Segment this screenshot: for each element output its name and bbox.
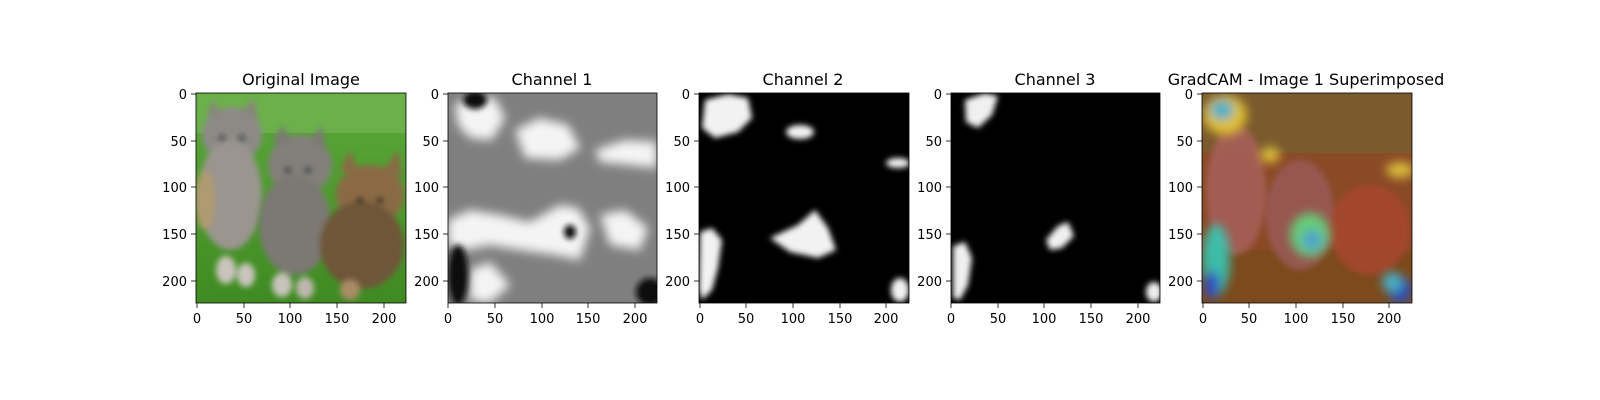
y-tick-label: 0 <box>1185 88 1193 103</box>
panel-title: Channel 3 <box>1015 70 1096 89</box>
x-tick-label: 100 <box>278 312 303 327</box>
x-tick-label: 50 <box>738 312 755 327</box>
y-tick-label: 0 <box>934 88 942 103</box>
panel-gradcam-superimposed: GradCAM - Image 1 Superimposed <box>1168 70 1444 327</box>
x-axis: 0 50 100 150 200 <box>947 303 1151 327</box>
y-tick-label: 200 <box>1168 275 1193 290</box>
y-tick-label: 150 <box>917 228 942 243</box>
x-tick-label: 100 <box>1284 312 1309 327</box>
y-tick-label: 0 <box>682 88 690 103</box>
panel-channel-1: Channel 1 0 <box>414 70 658 327</box>
x-tick-label: 100 <box>1032 312 1057 327</box>
x-tick-label: 50 <box>487 312 504 327</box>
y-tick-label: 0 <box>431 88 439 103</box>
y-tick-label: 100 <box>1168 181 1193 196</box>
x-tick-label: 200 <box>372 312 397 327</box>
y-tick-label: 100 <box>414 181 439 196</box>
y-tick-label: 150 <box>1168 228 1193 243</box>
y-tick-label: 0 <box>179 88 187 103</box>
panel-channel-3: Channel 3 0 50 100 150 200 <box>917 70 1161 327</box>
y-tick-label: 200 <box>917 275 942 290</box>
x-tick-label: 0 <box>1199 312 1207 327</box>
gradcam-overlay-image <box>1202 93 1412 303</box>
y-axis: 0 50 100 150 200 <box>665 88 699 290</box>
panel-channel-2: Channel 2 0 50 100 150 200 <box>665 70 910 327</box>
panel-title: Channel 2 <box>763 70 844 89</box>
y-tick-label: 50 <box>170 135 187 150</box>
x-tick-label: 0 <box>444 312 452 327</box>
x-tick-label: 0 <box>696 312 704 327</box>
y-tick-label: 50 <box>422 135 439 150</box>
x-tick-label: 150 <box>1079 312 1104 327</box>
x-tick-label: 200 <box>623 312 648 327</box>
y-tick-label: 50 <box>673 135 690 150</box>
x-axis: 0 50 100 150 200 <box>193 303 397 327</box>
y-axis: 0 50 100 150 200 <box>414 88 448 290</box>
channel-1-heatmap <box>448 93 657 303</box>
y-tick-label: 150 <box>414 228 439 243</box>
y-tick-label: 200 <box>414 275 439 290</box>
y-tick-label: 100 <box>917 181 942 196</box>
y-tick-label: 50 <box>1176 135 1193 150</box>
x-tick-label: 50 <box>990 312 1007 327</box>
x-tick-label: 150 <box>576 312 601 327</box>
y-tick-label: 50 <box>925 135 942 150</box>
x-tick-label: 0 <box>193 312 201 327</box>
y-axis: 0 50 100 150 200 <box>917 88 951 290</box>
x-tick-label: 150 <box>1331 312 1356 327</box>
x-tick-label: 200 <box>1377 312 1402 327</box>
y-tick-label: 200 <box>665 275 690 290</box>
channel-3-heatmap <box>951 93 1160 303</box>
panel-title: Channel 1 <box>512 70 593 89</box>
y-tick-label: 150 <box>665 228 690 243</box>
x-tick-label: 100 <box>530 312 555 327</box>
panel-title: GradCAM - Image 1 Superimposed <box>1168 70 1444 89</box>
x-axis: 0 50 100 150 200 <box>696 303 899 327</box>
x-tick-label: 200 <box>1126 312 1151 327</box>
x-tick-label: 50 <box>236 312 253 327</box>
y-tick-label: 100 <box>162 181 187 196</box>
x-tick-label: 50 <box>1241 312 1258 327</box>
channel-2-heatmap <box>699 93 909 303</box>
x-tick-label: 200 <box>874 312 899 327</box>
panel-title: Original Image <box>242 70 360 89</box>
y-axis: 0 50 100 150 200 <box>162 88 196 290</box>
kittens-photo <box>196 93 406 303</box>
x-axis: 0 50 100 150 200 <box>1199 303 1402 327</box>
x-axis: 0 50 100 150 200 <box>444 303 648 327</box>
y-axis: 0 50 100 150 200 <box>1168 88 1202 290</box>
x-tick-label: 0 <box>947 312 955 327</box>
y-tick-label: 200 <box>162 275 187 290</box>
panel-original-image: Original Image <box>162 70 407 327</box>
y-tick-label: 150 <box>162 228 187 243</box>
x-tick-label: 100 <box>781 312 806 327</box>
x-tick-label: 150 <box>828 312 853 327</box>
x-tick-label: 150 <box>325 312 350 327</box>
y-tick-label: 100 <box>665 181 690 196</box>
